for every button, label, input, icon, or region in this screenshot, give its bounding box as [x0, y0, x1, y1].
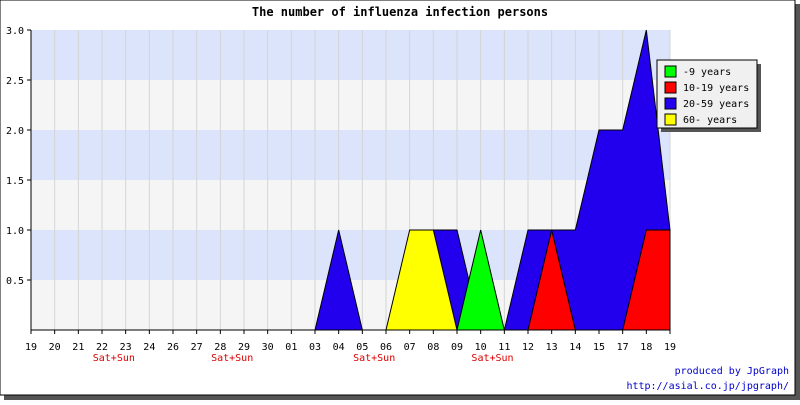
x-tick-label: 12 — [522, 342, 534, 353]
x-tick-label: 11 — [498, 342, 510, 353]
x-tick-label: 27 — [191, 342, 203, 353]
x-tick-label: 15 — [593, 342, 605, 353]
legend-label: -9 years — [683, 67, 731, 78]
x-tick-label: 06 — [380, 342, 392, 353]
plot-band — [31, 180, 670, 230]
x-tick-label: 08 — [427, 342, 439, 353]
x-tick-label: 19 — [664, 342, 676, 353]
legend-label: 20-59 years — [683, 99, 749, 110]
chart-title: The number of influenza infection person… — [252, 5, 548, 19]
y-tick-label: 2.0 — [6, 126, 24, 137]
x-tick-label: 13 — [546, 342, 558, 353]
x-tick-label: 28 — [214, 342, 226, 353]
footer-url: http://asial.co.jp/jpgraph/ — [626, 381, 789, 392]
plot-band — [31, 130, 670, 180]
x-tick-label: 01 — [285, 342, 297, 353]
x-tick-label: 17 — [617, 342, 629, 353]
x-tick-label: 05 — [356, 342, 368, 353]
x-tick-label: 24 — [143, 342, 155, 353]
x-tick-label: 20 — [49, 342, 61, 353]
legend-swatch — [664, 81, 677, 94]
x-tick-label: 19 — [25, 342, 37, 353]
x-tick-label: 23 — [120, 342, 132, 353]
legend-label: 10-19 years — [683, 83, 749, 94]
plot-band — [31, 80, 670, 130]
x-tick-label: 30 — [262, 342, 274, 353]
x-tick-labels: 19 20 21 22 23 24 26 27 28 29 30 01 03 04 05 06 07 08 09 10… — [25, 330, 676, 353]
x-tick-label: 26 — [167, 342, 179, 353]
legend-label: 60- years — [683, 115, 737, 126]
x-tick-label: 03 — [309, 342, 321, 353]
y-tick-label: 1.0 — [6, 226, 24, 237]
y-tick-label: 1.5 — [6, 176, 24, 187]
weekend-label: Sat+Sun — [93, 353, 135, 364]
x-tick-label: 14 — [569, 342, 581, 353]
footer-credit: produced by JpGraph — [675, 366, 789, 377]
legend-swatch — [664, 65, 677, 78]
y-tick-label: 0.5 — [6, 276, 24, 287]
weekend-label: Sat+Sun — [471, 353, 513, 364]
weekend-labels: Sat+Sun Sat+Sun Sat+Sun Sat+Sun — [93, 353, 514, 364]
legend-swatch — [664, 113, 677, 126]
x-tick-label: 18 — [640, 342, 652, 353]
x-tick-label: 07 — [404, 342, 416, 353]
x-tick-label: 10 — [475, 342, 487, 353]
x-tick-label: 21 — [72, 342, 84, 353]
y-tick-labels: 0.5 1.0 1.5 2.0 2.5 3.0 — [6, 26, 31, 287]
plot-band — [31, 30, 670, 80]
x-tick-label: 04 — [333, 342, 345, 353]
x-tick-label: 09 — [451, 342, 463, 353]
y-tick-label: 3.0 — [6, 26, 24, 37]
x-tick-label: 29 — [238, 342, 250, 353]
legend: -9 years 10-19 years 20-59 years 60- years — [656, 59, 761, 132]
legend-swatch — [664, 97, 677, 110]
x-tick-label: 22 — [96, 342, 108, 353]
weekend-label: Sat+Sun — [353, 353, 395, 364]
weekend-label: Sat+Sun — [211, 353, 253, 364]
y-tick-label: 2.5 — [6, 76, 24, 87]
